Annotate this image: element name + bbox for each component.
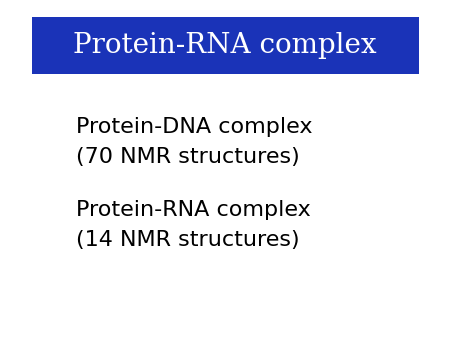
FancyBboxPatch shape — [32, 17, 419, 74]
Text: (14 NMR structures): (14 NMR structures) — [76, 230, 300, 250]
Text: Protein-RNA complex: Protein-RNA complex — [73, 32, 377, 59]
Text: Protein-RNA complex: Protein-RNA complex — [76, 199, 311, 220]
Text: Protein-DNA complex: Protein-DNA complex — [76, 117, 313, 137]
Text: (70 NMR structures): (70 NMR structures) — [76, 147, 300, 167]
